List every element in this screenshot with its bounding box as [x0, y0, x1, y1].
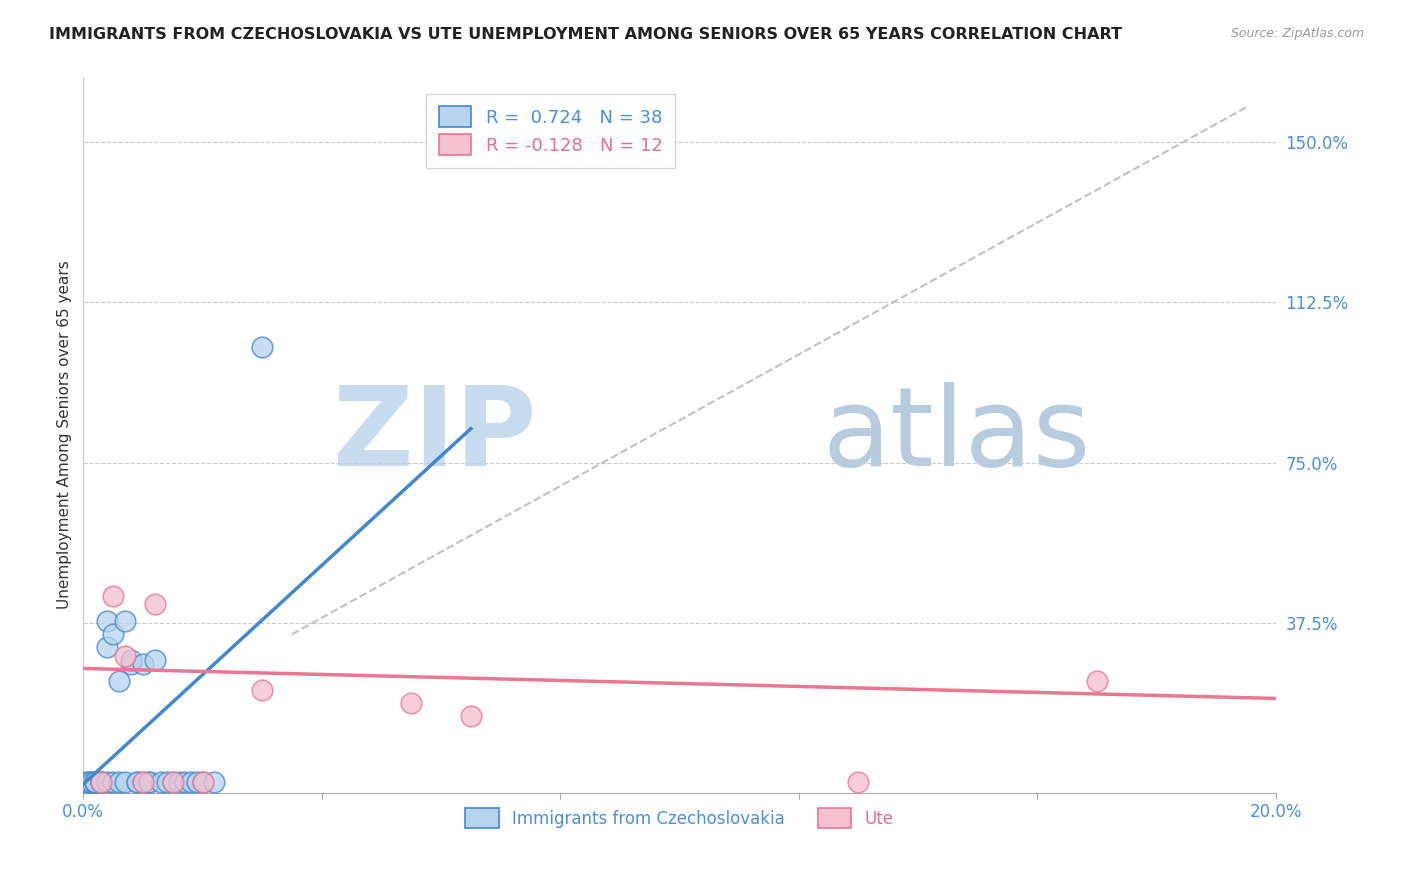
Point: [82, 775, 104, 789]
Point: [204, 775, 226, 789]
Point: [84, 775, 107, 789]
Point: [90, 775, 112, 789]
Point: [101, 589, 124, 603]
Point: [162, 775, 184, 789]
Point: [114, 615, 136, 629]
Point: [143, 653, 166, 667]
Point: [114, 775, 136, 789]
Point: [138, 775, 160, 789]
Point: [180, 775, 202, 789]
Point: [1085, 674, 1108, 689]
Point: [132, 657, 155, 672]
Point: [90, 775, 112, 789]
Point: [460, 708, 482, 723]
Point: [167, 775, 190, 789]
Point: [75, 775, 97, 789]
Text: ZIP: ZIP: [333, 382, 537, 489]
Point: [108, 674, 131, 689]
Point: [77, 775, 100, 789]
Point: [96, 615, 118, 629]
Point: [132, 775, 155, 789]
Point: [848, 775, 870, 789]
Point: [250, 340, 273, 354]
Point: [108, 775, 131, 789]
Point: [96, 775, 118, 789]
Legend: Immigrants from Czechoslovakia, Ute: Immigrants from Czechoslovakia, Ute: [458, 802, 900, 834]
Point: [138, 775, 160, 789]
Point: [120, 657, 142, 672]
Point: [114, 648, 136, 663]
Point: [77, 775, 100, 789]
Point: [84, 775, 107, 789]
Point: [149, 775, 172, 789]
Point: [162, 775, 184, 789]
Point: [143, 597, 166, 611]
Point: [120, 653, 142, 667]
Point: [101, 775, 124, 789]
Point: [132, 775, 155, 789]
Point: [250, 682, 273, 697]
Point: [125, 775, 148, 789]
Point: [156, 775, 179, 789]
Text: IMMIGRANTS FROM CZECHOSLOVAKIA VS UTE UNEMPLOYMENT AMONG SENIORS OVER 65 YEARS C: IMMIGRANTS FROM CZECHOSLOVAKIA VS UTE UN…: [49, 27, 1122, 42]
Point: [191, 775, 214, 789]
Point: [90, 775, 112, 789]
Point: [186, 775, 208, 789]
Point: [96, 640, 118, 654]
Point: [90, 775, 112, 789]
Point: [125, 775, 148, 789]
Point: [399, 696, 422, 710]
Point: [101, 627, 124, 641]
Point: [191, 775, 214, 789]
Point: [173, 775, 195, 789]
Point: [84, 775, 107, 789]
Y-axis label: Unemployment Among Seniors over 65 years: Unemployment Among Seniors over 65 years: [58, 260, 72, 609]
Text: Source: ZipAtlas.com: Source: ZipAtlas.com: [1230, 27, 1364, 40]
Text: atlas: atlas: [823, 382, 1091, 489]
